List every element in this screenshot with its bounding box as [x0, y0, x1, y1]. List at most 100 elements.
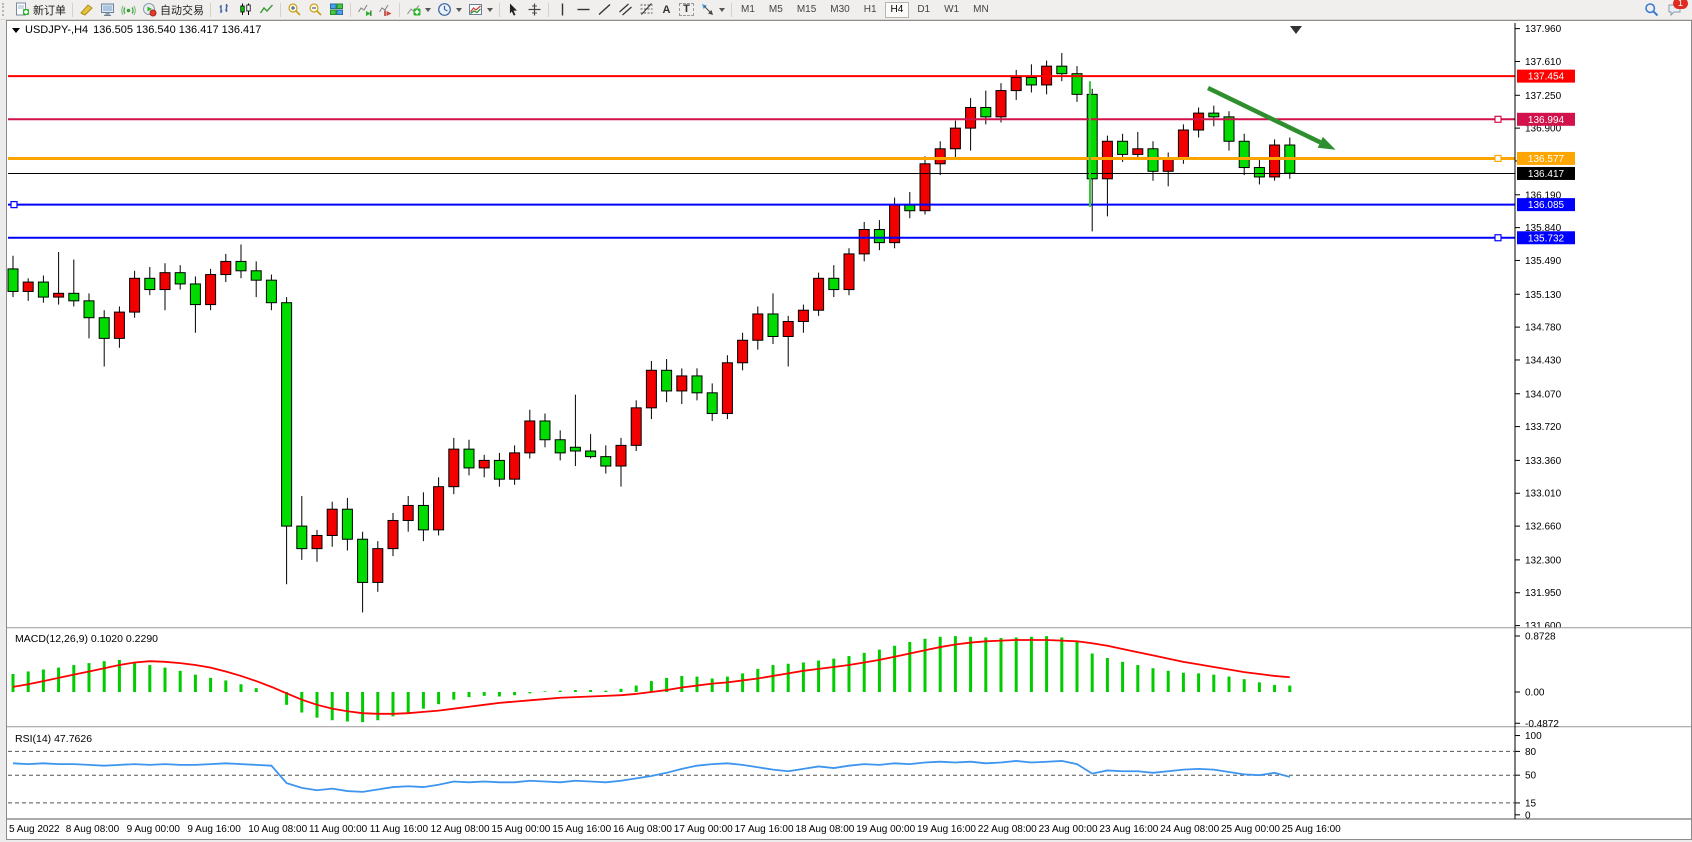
price-badge: 136.994	[1517, 112, 1575, 126]
time-axis[interactable]: 5 Aug 2022 8 Aug 08:00 9 Aug 00:00 9 Aug 16…	[9, 824, 1341, 835]
fibonacci-button[interactable]	[636, 1, 657, 18]
timeframe-m5[interactable]: M5	[768, 3, 783, 15]
indicators-button[interactable]	[403, 1, 434, 18]
hline-handle[interactable]	[1494, 115, 1502, 123]
brush-icon	[80, 4, 93, 16]
candle-body	[129, 277, 141, 313]
svg-text:137.454: 137.454	[1528, 72, 1565, 83]
periods-button[interactable]	[434, 1, 465, 18]
price-badge: 135.732	[1517, 231, 1575, 245]
candle-body	[372, 548, 384, 583]
chart-shift-icon	[379, 4, 392, 16]
timeframe-m30[interactable]: M30	[830, 3, 850, 15]
text-tool-button[interactable]: A	[657, 1, 676, 18]
timeframe-h1[interactable]: H1	[863, 3, 877, 15]
hline-handle[interactable]	[1494, 154, 1502, 163]
crosshair-button[interactable]	[524, 1, 545, 18]
notification-badge: 1	[1673, 0, 1688, 9]
svg-text:15: 15	[1525, 798, 1537, 809]
arrows-tool-button[interactable]	[697, 1, 728, 18]
vertical-line-button[interactable]	[552, 1, 573, 18]
candle-body	[433, 486, 445, 531]
trendline-button[interactable]	[594, 1, 615, 18]
autotrading-button[interactable]: 自动交易	[139, 1, 207, 18]
candlestick-chart-button[interactable]	[235, 1, 256, 18]
svg-text:25 Aug 00:00: 25 Aug 00:00	[1221, 824, 1280, 835]
svg-text:9 Aug 16:00: 9 Aug 16:00	[187, 824, 241, 835]
svg-text:8 Aug 08:00: 8 Aug 08:00	[66, 824, 120, 835]
trend-arrow-line[interactable]	[1207, 85, 1322, 145]
svg-text:-0.4872: -0.4872	[1525, 719, 1559, 730]
templates-button[interactable]	[465, 1, 496, 18]
auto-scroll-button[interactable]	[354, 1, 375, 18]
bar-chart-button[interactable]	[214, 1, 235, 18]
svg-text:137.610: 137.610	[1525, 57, 1562, 68]
svg-text:132.660: 132.660	[1525, 522, 1562, 533]
rsi-pane: 100 80 50 150	[8, 731, 1542, 821]
svg-text:133.720: 133.720	[1525, 422, 1562, 433]
cursor-button[interactable]	[503, 1, 524, 18]
data-window-button[interactable]	[97, 1, 118, 18]
svg-text:136.085: 136.085	[1528, 200, 1565, 211]
svg-text:12 Aug 08:00: 12 Aug 08:00	[431, 824, 490, 835]
toolbar-separator	[72, 2, 73, 17]
search-icon[interactable]	[1644, 2, 1659, 17]
svg-text:131.950: 131.950	[1525, 588, 1562, 599]
candle-body	[448, 448, 460, 488]
zoom-in-button[interactable]	[284, 1, 305, 18]
timeframe-m1[interactable]: M1	[741, 3, 755, 15]
candle-body	[250, 270, 262, 281]
candlestick-chart-icon	[240, 3, 251, 15]
label-tool-button[interactable]: T	[676, 1, 697, 18]
candle-body	[1238, 140, 1250, 169]
timeframe-d1[interactable]: D1	[917, 3, 931, 15]
candle-body	[1162, 157, 1174, 172]
notifications-button[interactable]: 1	[1667, 0, 1688, 17]
candle-body	[706, 392, 718, 414]
hline-handle[interactable]	[1494, 234, 1502, 242]
candle-body	[387, 519, 399, 550]
candle-body	[281, 302, 293, 527]
zoom-out-button[interactable]	[305, 1, 326, 18]
svg-text:23 Aug 00:00: 23 Aug 00:00	[1039, 824, 1098, 835]
candle-body	[934, 148, 946, 165]
template-icon	[469, 4, 482, 15]
candle-body	[1177, 129, 1189, 159]
svg-text:16 Aug 08:00: 16 Aug 08:00	[613, 824, 672, 835]
chart-canvas[interactable]: 137.960137.610137.250136.900136.550136.1…	[7, 21, 1691, 838]
candle-body	[858, 228, 870, 255]
timeframe-mn[interactable]: MN	[973, 3, 989, 15]
candle-body	[1056, 65, 1068, 75]
crosshair-icon	[528, 3, 541, 16]
text-tool-icon: A	[662, 3, 671, 16]
timeframe-h4[interactable]: H4	[884, 1, 910, 18]
chart-shift-button[interactable]	[375, 1, 396, 18]
hline-handle[interactable]	[10, 201, 18, 209]
tile-windows-button[interactable]	[326, 1, 347, 18]
candle-body	[873, 228, 885, 244]
symbol-period-label: USDJPY-,H4	[25, 24, 89, 36]
chart-shift-marker[interactable]	[1290, 26, 1302, 34]
one-click-trading-toggle[interactable]	[12, 27, 20, 33]
cursor-icon	[509, 3, 517, 16]
line-chart-button[interactable]	[256, 1, 277, 18]
toolbar-separator	[350, 2, 351, 17]
toolbar-grip[interactable]	[2, 3, 10, 16]
svg-text:9 Aug 00:00: 9 Aug 00:00	[127, 824, 181, 835]
auto-scroll-icon	[358, 4, 372, 16]
candle-body	[463, 448, 475, 469]
svg-text:0: 0	[1525, 810, 1531, 821]
svg-text:135.130: 135.130	[1525, 290, 1562, 301]
timeframe-m15[interactable]: M15	[796, 3, 817, 15]
timeframe-w1[interactable]: W1	[944, 3, 960, 15]
horizontal-line-button[interactable]	[573, 1, 594, 18]
channel-button[interactable]	[615, 1, 636, 18]
zoom-in-icon	[288, 3, 301, 16]
signals-button[interactable]	[118, 1, 139, 18]
vertical-line-icon	[561, 3, 564, 16]
chart-window[interactable]: 137.960137.610137.250136.900136.550136.1…	[6, 20, 1692, 840]
new-order-button[interactable]: 新订单	[12, 1, 69, 18]
tile-windows-icon	[330, 3, 343, 15]
svg-text:15 Aug 16:00: 15 Aug 16:00	[552, 824, 611, 835]
styles-button[interactable]	[76, 1, 97, 18]
